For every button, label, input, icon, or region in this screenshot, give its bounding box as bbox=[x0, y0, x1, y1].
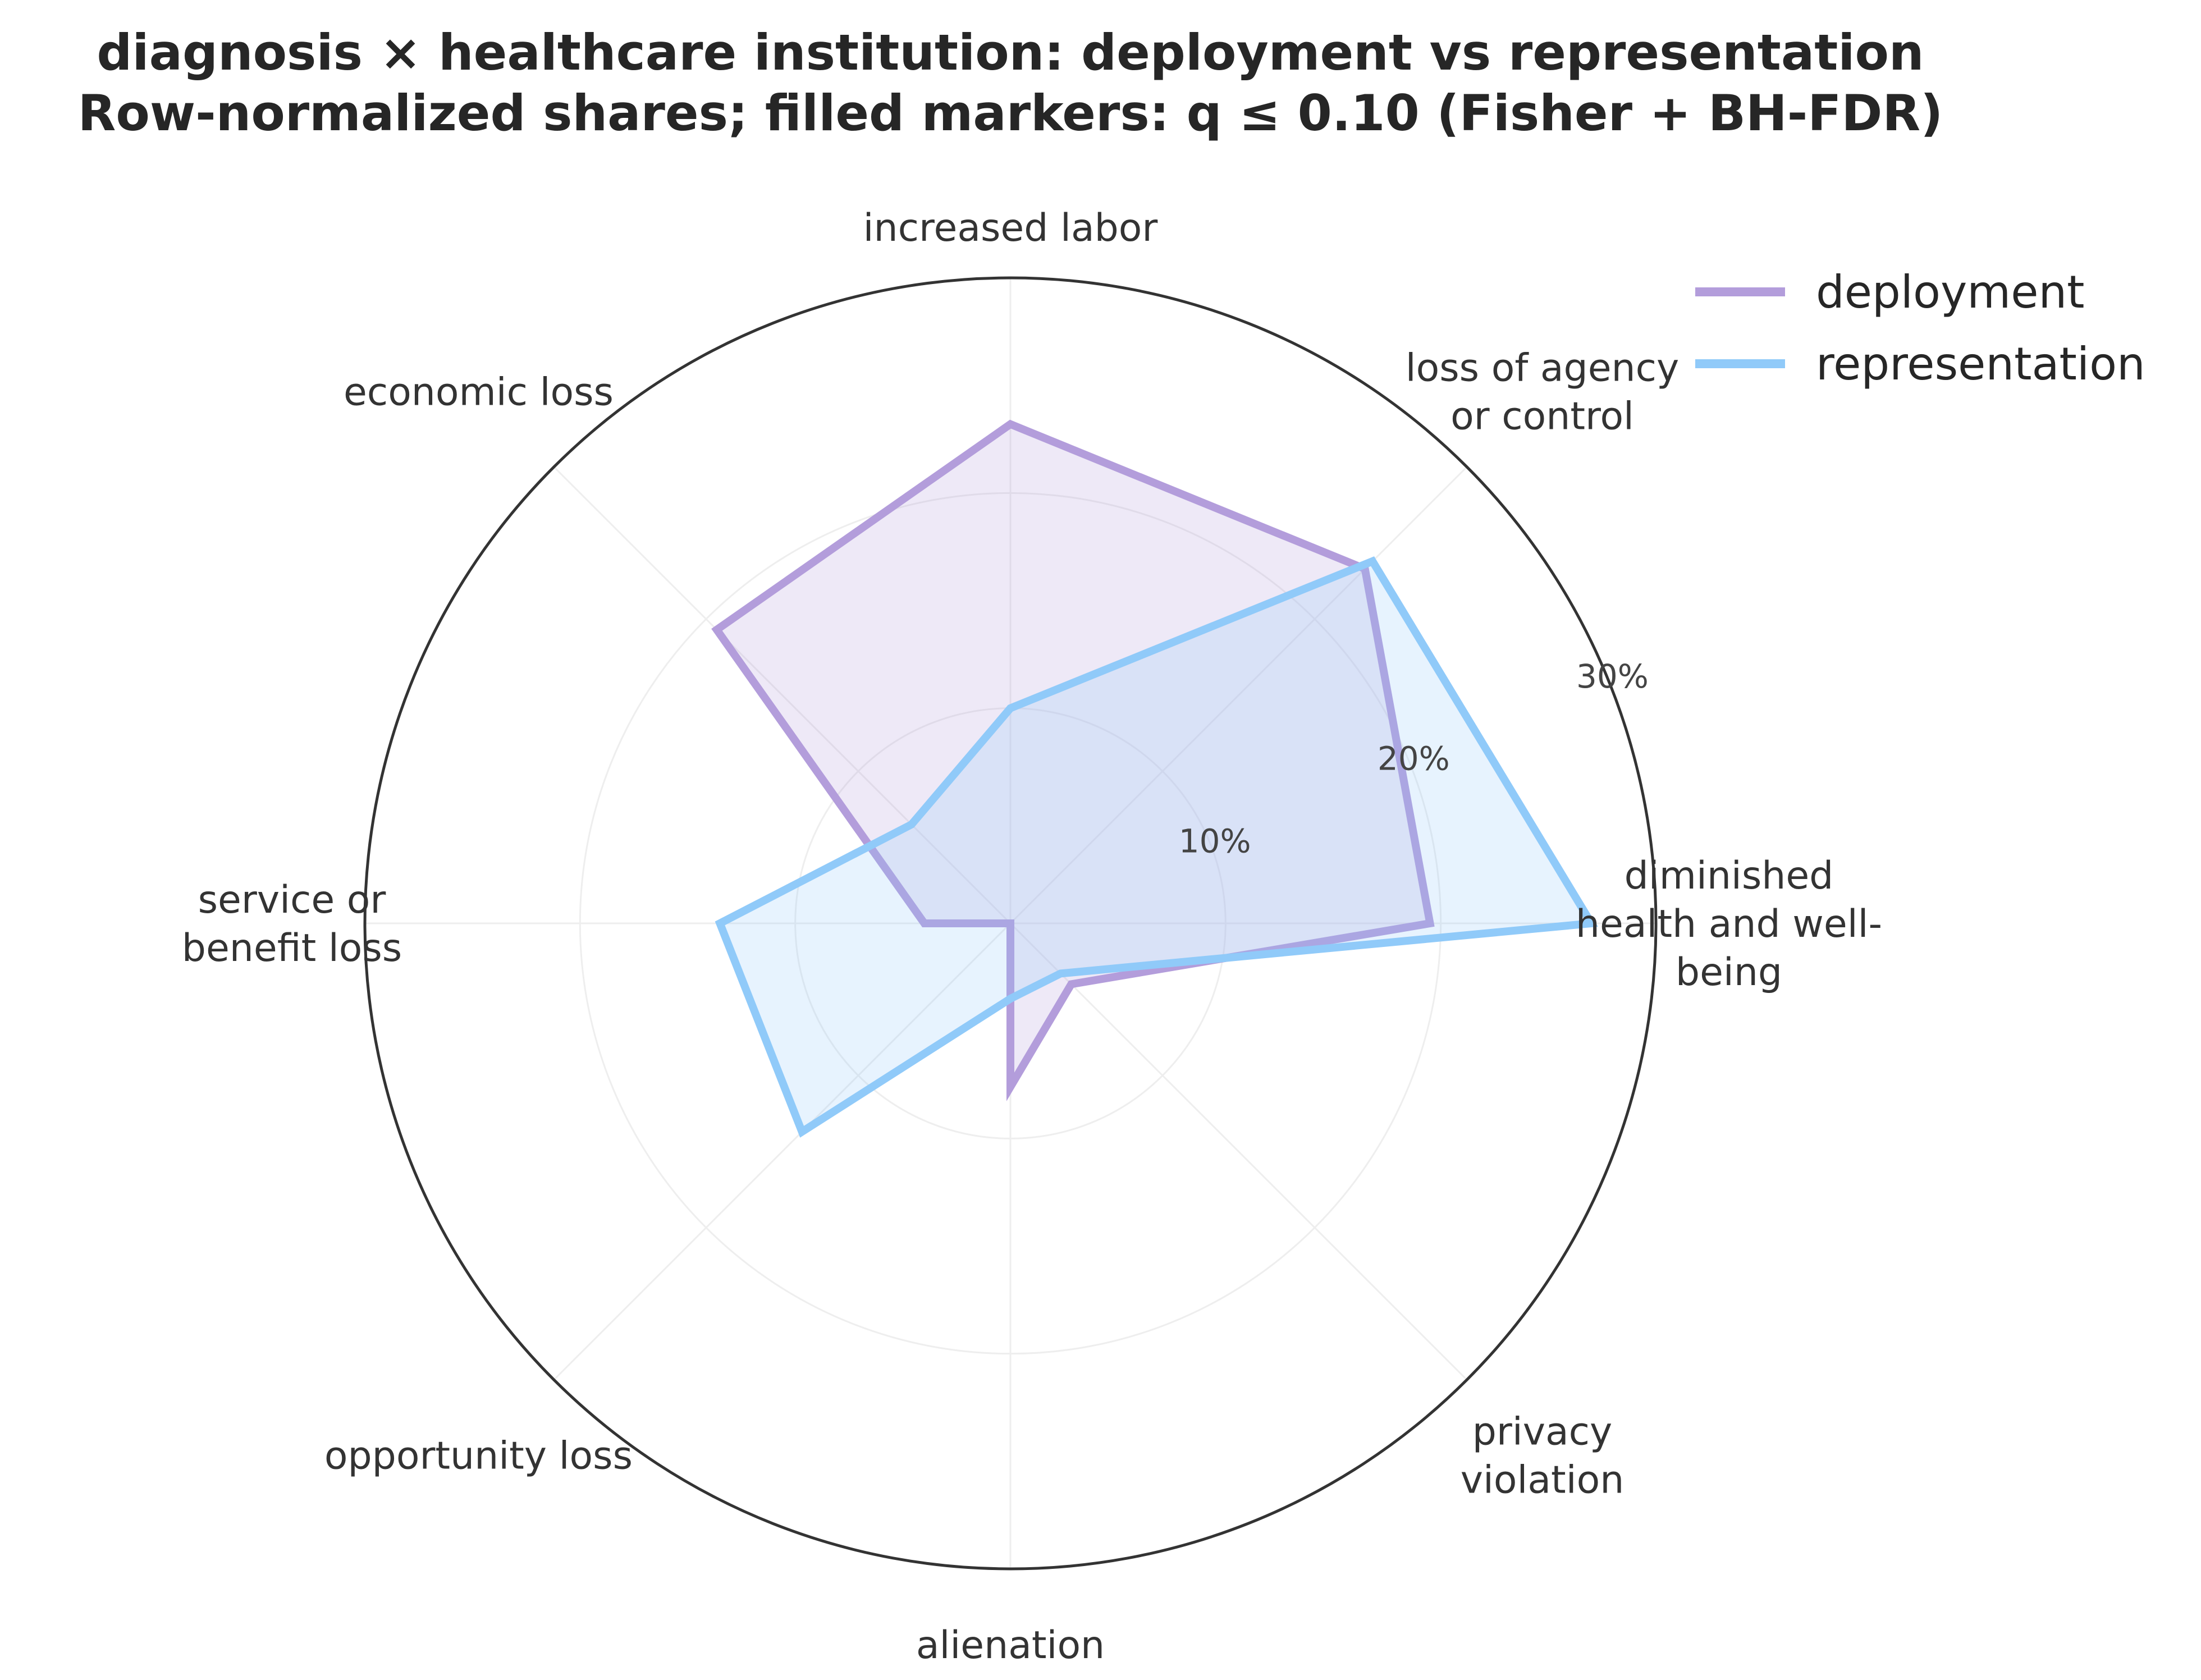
category-label-4-line-1: benefit loss bbox=[182, 926, 402, 971]
legend-item-deployment: deployment bbox=[1695, 266, 2085, 318]
radial-tick-label-10: 10% bbox=[1179, 822, 1251, 860]
category-label-7-line-1: violation bbox=[1461, 1458, 1625, 1503]
category-label-7: privacy violation bbox=[1461, 1410, 1625, 1503]
series-fill-deployment bbox=[716, 424, 1430, 1087]
data-point-deployment-6 bbox=[1010, 1086, 1011, 1087]
category-label-4: service or benefit loss bbox=[182, 878, 402, 971]
radial-tick-label-20: 20% bbox=[1378, 740, 1450, 778]
chart-title: diagnosis × healthcare institution: depl… bbox=[0, 22, 2021, 144]
category-labels: diminished health and well-being loss of a… bbox=[182, 206, 1882, 1668]
category-label-7-line-0: privacy bbox=[1472, 1410, 1613, 1454]
data-point-representation-7 bbox=[1060, 973, 1061, 974]
series-line-representation bbox=[715, 556, 1598, 1138]
data-point-deployment-3 bbox=[716, 629, 717, 630]
legend: deployment representation bbox=[1695, 266, 2145, 390]
data-point-representation-2 bbox=[1010, 708, 1011, 709]
category-label-0-line-0: diminished bbox=[1625, 854, 1834, 898]
data-point-representation-5 bbox=[802, 1131, 803, 1132]
data-point-deployment-2 bbox=[1010, 424, 1011, 425]
category-label-5: opportunity loss bbox=[324, 1434, 633, 1478]
category-label-0: diminished health and well-being bbox=[1576, 854, 1882, 995]
data-point-representation-3 bbox=[911, 824, 912, 825]
series-representation bbox=[715, 556, 1598, 1138]
category-label-3: economic loss bbox=[344, 370, 614, 414]
spoke-7 bbox=[1009, 922, 1468, 1381]
legend-label-representation: representation bbox=[1816, 338, 2145, 390]
category-label-2-line-0: increased labor bbox=[863, 206, 1158, 250]
series-fill-representation bbox=[720, 561, 1591, 1132]
category-label-0-line-1: health and well- bbox=[1576, 902, 1882, 946]
outer-ring bbox=[363, 276, 1658, 1571]
data-point-representation-1 bbox=[1372, 561, 1373, 562]
category-label-1-line-0: loss of agency bbox=[1406, 346, 1680, 390]
category-label-6-line-0: alienation bbox=[916, 1623, 1105, 1668]
legend-label-deployment: deployment bbox=[1816, 266, 2085, 318]
category-label-0-line-2: being bbox=[1676, 950, 1782, 995]
spoke-3 bbox=[553, 466, 1012, 924]
category-label-1: loss of agency or control bbox=[1406, 346, 1680, 438]
data-point-deployment-7 bbox=[1070, 983, 1072, 985]
data-point-representation-4 bbox=[720, 923, 721, 924]
category-label-5-line-0: opportunity loss bbox=[324, 1434, 633, 1478]
category-label-1-line-1: or control bbox=[1450, 394, 1634, 438]
radar-grid bbox=[363, 276, 1658, 1571]
category-label-2: increased labor bbox=[863, 206, 1158, 250]
chart-title-line-1: diagnosis × healthcare institution: depl… bbox=[97, 24, 1924, 81]
chart-subtitle: Row-normalized shares; filled markers: q… bbox=[77, 84, 1943, 142]
category-label-3-line-0: economic loss bbox=[344, 370, 614, 414]
radar-series bbox=[711, 419, 1598, 1138]
data-point-representation-6 bbox=[1010, 998, 1011, 999]
legend-item-representation: representation bbox=[1695, 338, 2145, 390]
spoke-5 bbox=[553, 922, 1012, 1381]
category-label-6: alienation bbox=[916, 1623, 1105, 1668]
series-line-deployment bbox=[711, 419, 1435, 1101]
radial-tick-labels: 10% 20% 30% bbox=[1179, 657, 1649, 860]
category-label-4-line-0: service or bbox=[198, 878, 386, 922]
spoke-1 bbox=[1009, 466, 1468, 924]
series-deployment bbox=[711, 419, 1435, 1101]
radial-tick-label-30: 30% bbox=[1576, 657, 1649, 695]
